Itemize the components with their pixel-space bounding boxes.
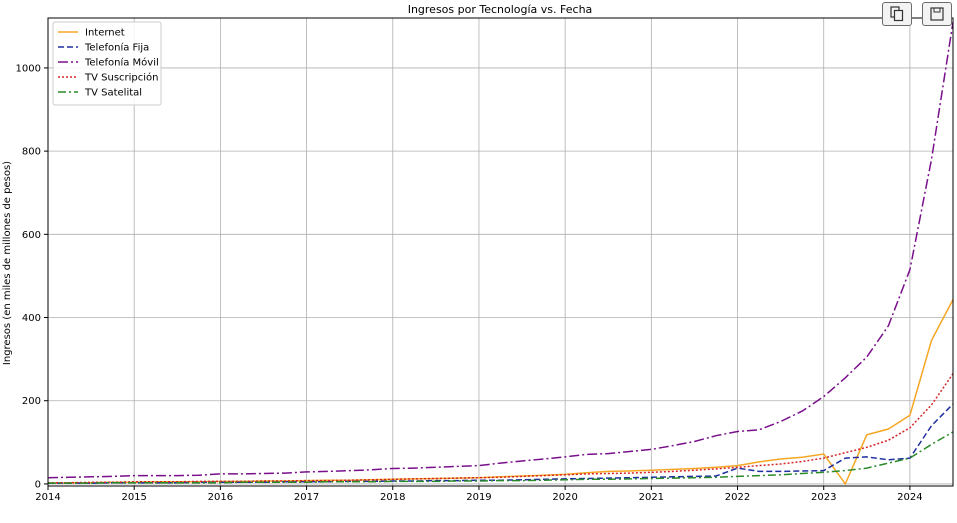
chart-title: Ingresos por Tecnología vs. Fecha	[408, 3, 593, 16]
series-line-3	[48, 373, 954, 484]
x-tick-label: 2018	[380, 492, 405, 503]
x-tick-label: 2023	[811, 492, 836, 503]
plot-frame	[47, 17, 954, 487]
x-axis-ticks: 2014 2015 2016 2017 2018 2019 2020 2021 2022 2023…	[35, 486, 923, 503]
y-tick-label: 400	[22, 313, 41, 324]
series-line-0	[47, 299, 954, 486]
legend-label: Internet	[85, 28, 125, 39]
legend-label: TV Suscripción	[84, 72, 159, 84]
y-axis-ticks: 0 200 400 600 800 1000	[16, 63, 48, 490]
save-icon	[930, 7, 944, 21]
x-tick-label: 2019	[466, 492, 491, 503]
y-tick-label: 600	[22, 230, 41, 241]
y-tick-label: 1000	[16, 63, 41, 74]
x-tick-label: 2022	[725, 492, 750, 503]
x-tick-label: 2017	[294, 492, 319, 503]
grid-lines	[47, 18, 953, 486]
copy-button[interactable]	[882, 2, 912, 26]
y-axis-label: Ingresos (en miles de millones de pesos)	[2, 161, 13, 365]
x-tick-label: 2020	[552, 492, 577, 503]
copy-icon	[890, 6, 904, 22]
y-tick-label: 200	[22, 396, 41, 407]
legend-label: Telefonía Fija	[84, 42, 149, 54]
series-line-2	[47, 22, 954, 479]
x-tick-label: 2014	[35, 492, 60, 503]
legend-label: TV Satelital	[84, 88, 142, 99]
legend-label: Telefonía Móvil	[84, 57, 159, 69]
legend-box	[52, 21, 162, 106]
x-tick-label: 2015	[121, 492, 146, 503]
save-button[interactable]	[922, 2, 952, 26]
y-tick-label: 0	[35, 479, 41, 490]
y-tick-label: 800	[22, 147, 41, 158]
legend: Internet Telefonía Fija Telefonía Móvil TV …	[52, 21, 162, 106]
series-layer	[47, 22, 954, 486]
x-tick-label: 2024	[897, 492, 922, 503]
series-line-4	[48, 431, 954, 484]
x-tick-label: 2016	[208, 492, 233, 503]
x-tick-label: 2021	[639, 492, 664, 503]
series-line-1	[48, 403, 954, 484]
